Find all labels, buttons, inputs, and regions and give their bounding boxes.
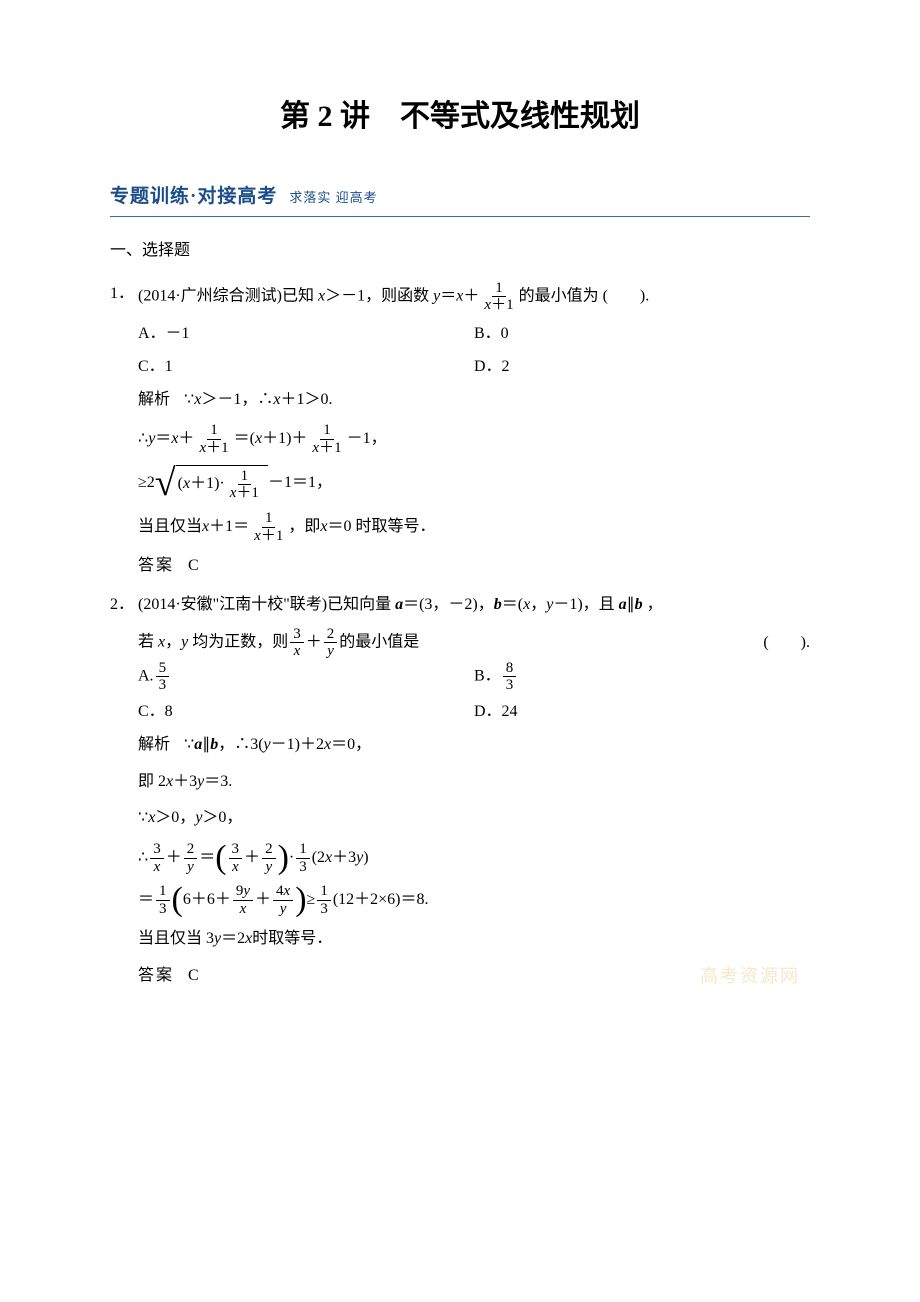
section-header-main: 专题训练·对接高考 bbox=[110, 180, 277, 214]
sqrt-icon: √ bbox=[155, 464, 176, 502]
section-header: 专题训练·对接高考 求落实 迎高考 bbox=[110, 180, 810, 217]
q1-option-c: C．1 bbox=[138, 353, 474, 382]
q2-number: 2． bbox=[110, 591, 138, 620]
q1-options-row1: A．－1 B．0 bbox=[138, 320, 810, 349]
section-header-sub: 求落实 迎高考 bbox=[289, 186, 377, 209]
q1-option-a: A．－1 bbox=[138, 320, 474, 349]
q1-sol-line2: ∴y＝x＋1x＋1＝(x＋1)＋1x＋1－1， bbox=[138, 422, 810, 456]
q2-option-a: A.53 bbox=[138, 660, 474, 694]
q1-option-b: B．0 bbox=[474, 320, 810, 349]
q2-options-row2: C．8 D．24 bbox=[138, 698, 810, 727]
q1-answer: 答案 C bbox=[138, 552, 810, 581]
q1-text: 已知 bbox=[282, 288, 318, 305]
q2-options-row1: A.53 B．83 bbox=[138, 660, 810, 694]
q2-sol-line6: 当且仅当 3y＝2x 时取等号． bbox=[138, 925, 810, 954]
page-title: 第 2 讲 不等式及线性规划 bbox=[110, 90, 810, 144]
q2-sol-line2: 即 2x＋3y＝3. bbox=[138, 768, 810, 797]
question-1: 1． (2014·广州综合测试)已知 x＞－1，则函数 y＝x＋1x＋1的最小值… bbox=[110, 280, 810, 581]
q1-source: (2014·广州综合测试) bbox=[138, 288, 282, 305]
q1-sol-line3: ≥2 √(x＋1)·1x＋1 －1＝1， bbox=[138, 464, 810, 502]
q1-solution-label: 解析 ∵x＞－1，∴x＋1＞0. bbox=[138, 386, 810, 415]
q1-options-row2: C．1 D．2 bbox=[138, 353, 810, 382]
q2-option-b: B．83 bbox=[474, 660, 810, 694]
q2-sol-line1: 解析 ∵a∥b，∴3(y－1)＋2x＝0， bbox=[138, 731, 810, 760]
q1-number: 1． bbox=[110, 280, 138, 309]
watermark: 高考资源网 bbox=[700, 960, 800, 992]
question-2: 2． (2014·安徽"江南十校"联考)已知向量 a＝(3，－2)，b＝(x，y… bbox=[110, 591, 810, 991]
q2-sol-line3: ∵x＞0，y＞0， bbox=[138, 804, 810, 833]
q2-sol-line5: ＝13(6＋6＋9yx＋4xy)≥13(12＋2×6)＝8. bbox=[138, 883, 810, 917]
q1-option-d: D．2 bbox=[474, 353, 810, 382]
q1-stem: (2014·广州综合测试)已知 x＞－1，则函数 y＝x＋1x＋1的最小值为 (… bbox=[138, 280, 810, 314]
q2-stem: (2014·安徽"江南十校"联考)已知向量 a＝(3，－2)，b＝(x，y－1)… bbox=[138, 591, 810, 620]
q2-stem-line2: 若 x，y 均为正数，则3x＋2y的最小值是 ( ). bbox=[138, 626, 810, 660]
q2-option-d: D．24 bbox=[474, 698, 810, 727]
q1-sol-line4: 当且仅当 x＋1＝1x＋1，即 x＝0 时取等号． bbox=[138, 510, 810, 544]
q2-option-c: C．8 bbox=[138, 698, 474, 727]
q2-sol-line4: ∴3x＋2y＝(3x＋2y)·13(2x＋3y) bbox=[138, 841, 810, 875]
sub-heading: 一、选择题 bbox=[110, 237, 810, 266]
